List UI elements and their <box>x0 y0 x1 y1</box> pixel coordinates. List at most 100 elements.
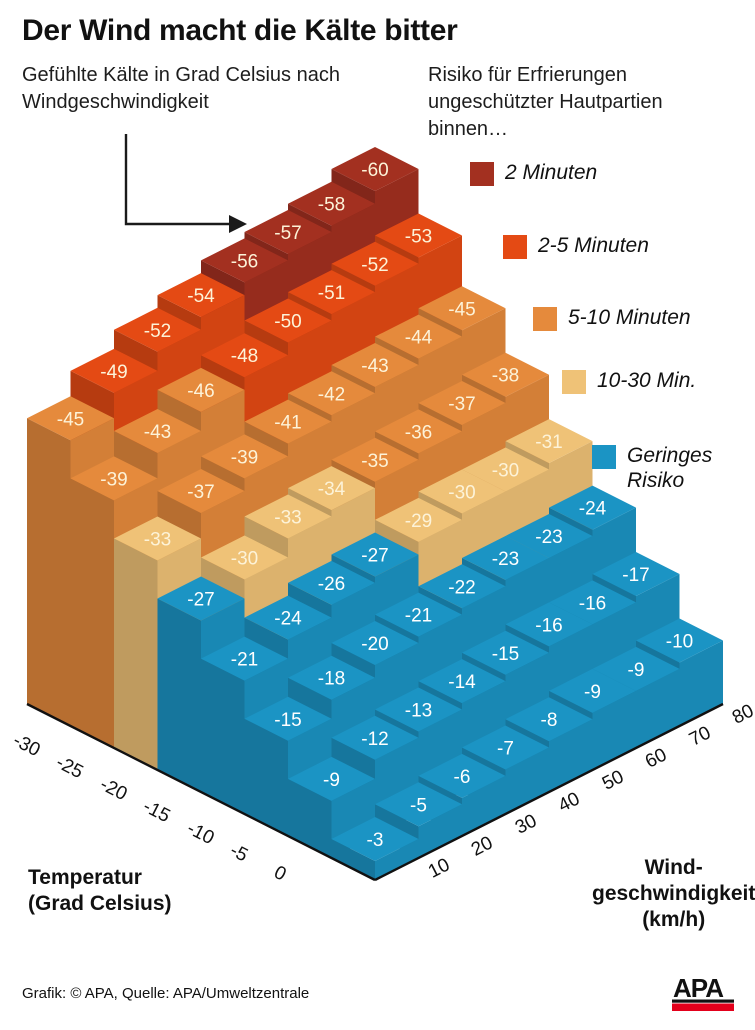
cell-top-face <box>462 725 549 770</box>
legend-swatch-icon <box>562 370 586 394</box>
cell-value-label: -37 <box>187 482 214 503</box>
cell-top-face <box>462 630 549 675</box>
wind-axis-title: Wind- geschwindigkeit (km/h) <box>592 856 755 931</box>
cell-top-face <box>201 636 288 681</box>
cell-top-face <box>418 381 506 426</box>
legend-label: 2 Minuten <box>505 161 598 184</box>
cell-left-face <box>331 838 375 880</box>
cell-value-label: -30 <box>492 461 519 482</box>
cell-value-label: -26 <box>318 574 345 595</box>
cell-value-label: -35 <box>361 451 388 472</box>
cell-value-label: -7 <box>497 739 514 760</box>
legend-label: 10-30 Min. <box>597 369 697 392</box>
cell-value-label: -43 <box>144 422 171 443</box>
cell-value-label: -53 <box>405 227 432 248</box>
cell-top-face <box>244 298 332 343</box>
chart-cell: -3 <box>331 816 419 880</box>
cell-value-label: -24 <box>579 499 607 520</box>
cell-top-face <box>375 592 462 637</box>
legend-swatch-icon <box>470 162 494 186</box>
cell-top-face <box>114 408 201 453</box>
cell-value-label: -21 <box>405 606 432 627</box>
cell-top-face <box>418 469 506 514</box>
cell-value-label: -16 <box>535 615 562 636</box>
cell-value-label: -14 <box>448 672 476 693</box>
cell-value-label: -52 <box>144 321 171 342</box>
cell-value-label: -6 <box>454 767 471 788</box>
cell-value-label: -9 <box>628 660 645 681</box>
cell-left-face <box>157 598 201 792</box>
cell-top-face <box>331 816 419 861</box>
cell-left-face <box>201 658 245 814</box>
apa-logo-text: APA <box>673 973 724 1003</box>
page-title: Der Wind macht die Kälte bitter <box>22 14 458 47</box>
cell-top-face <box>331 715 419 760</box>
legend-item-5[interactable]: Geringes Risiko <box>592 443 712 493</box>
cell-top-face <box>375 687 462 732</box>
cell-value-label: -31 <box>535 432 562 453</box>
cell-left-face <box>27 418 71 726</box>
legend-item-2[interactable]: 2-5 Minuten <box>503 233 649 259</box>
cell-value-label: -58 <box>318 195 345 216</box>
cell-top-face <box>331 621 419 665</box>
cell-top-face <box>201 238 288 283</box>
legend-item-4[interactable]: 10-30 Min. <box>562 368 696 394</box>
legend-item-3[interactable]: 5-10 Minuten <box>533 305 691 331</box>
cell-value-label: -15 <box>492 644 519 665</box>
cell-top-face <box>157 273 245 318</box>
cell-top-face <box>244 210 332 255</box>
cell-value-label: -13 <box>405 701 432 722</box>
cell-top-face <box>244 494 332 539</box>
cell-value-label: -29 <box>405 511 432 532</box>
cell-value-label: -45 <box>448 299 475 320</box>
cell-value-label: -8 <box>541 710 558 731</box>
cell-value-label: -5 <box>410 795 427 816</box>
cell-value-label: -46 <box>187 381 214 402</box>
cell-value-label: -16 <box>579 593 606 614</box>
cell-value-label: -10 <box>666 632 693 653</box>
cell-value-label: -18 <box>318 669 345 690</box>
cell-top-face <box>157 576 245 621</box>
subtitle-left: Gefühlte Kälte in Grad Celsius nach Wind… <box>22 64 340 113</box>
cell-top-face <box>27 396 114 441</box>
cell-top-face <box>70 456 158 501</box>
cell-top-face <box>592 552 680 597</box>
legend-label: 2-5 Minuten <box>538 234 649 257</box>
cell-value-label: -56 <box>231 251 258 272</box>
legend-label: Geringes Risiko <box>627 444 713 492</box>
cell-value-label: -3 <box>367 830 384 851</box>
cell-top-face <box>201 333 288 378</box>
cell-top-face <box>418 564 506 609</box>
cell-value-label: -30 <box>231 549 258 570</box>
cell-value-label: -45 <box>57 409 84 430</box>
legend-swatch-icon <box>503 235 527 259</box>
cell-top-face <box>244 595 332 640</box>
cell-value-label: -49 <box>100 362 127 383</box>
cell-value-label: -27 <box>361 546 388 567</box>
cell-top-face <box>636 618 723 663</box>
cell-top-face <box>288 466 375 511</box>
cell-top-face <box>288 181 375 226</box>
cell-top-face <box>288 371 375 416</box>
cell-top-face <box>114 307 201 352</box>
cell-top-face <box>70 348 158 393</box>
legend-item-1[interactable]: 2 Minuten <box>470 160 597 186</box>
cell-left-face <box>70 478 114 748</box>
cell-top-face <box>505 419 593 464</box>
cell-value-label: -38 <box>492 366 519 387</box>
cell-value-label: -21 <box>231 650 258 671</box>
cell-top-face <box>418 753 506 798</box>
cell-value-label: -9 <box>323 770 340 791</box>
cell-top-face <box>288 756 375 801</box>
cell-front-face <box>418 804 462 858</box>
axis-line <box>26 702 376 882</box>
cell-top-face <box>462 352 549 397</box>
cell-value-label: -44 <box>405 328 433 349</box>
cell-top-face <box>288 270 375 315</box>
cell-value-label: -30 <box>448 483 475 504</box>
legend-swatch-icon <box>533 307 557 331</box>
cell-value-label: -23 <box>535 527 562 548</box>
cell-top-face <box>331 147 419 191</box>
cell-top-face <box>418 286 506 331</box>
cell-top-face <box>549 668 636 713</box>
